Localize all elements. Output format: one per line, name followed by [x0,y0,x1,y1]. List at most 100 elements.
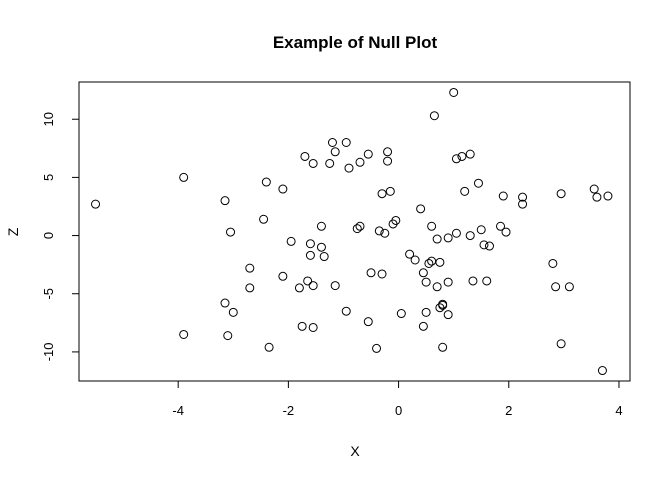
data-point [465,149,475,159]
data-point [374,226,384,236]
y-tick-label: -10 [41,343,56,362]
y-axis-label: Z [5,227,21,236]
data-point [438,300,448,310]
data-point [294,283,304,293]
data-point [432,234,442,244]
data-point [496,221,506,231]
y-tick-label: 10 [41,112,56,126]
data-point [319,252,329,262]
data-point [518,199,528,209]
data-point [344,163,354,173]
data-point [341,137,351,147]
data-point [432,282,442,292]
y-tick-label: 0 [41,232,56,239]
data-point [429,111,439,121]
data-point [355,221,365,231]
data-point [476,225,486,235]
data-point [305,239,315,249]
data-point [484,241,494,251]
data-point [589,184,599,194]
data-point [597,366,607,376]
data-point [352,224,362,234]
y-tick-label: 5 [41,174,56,181]
data-point [91,199,101,209]
data-point [223,331,233,341]
data-point [179,172,189,182]
data-point [518,192,528,202]
data-point [372,343,382,353]
data-point [556,339,566,349]
data-point [468,276,478,286]
data-point [305,250,315,260]
data-point [427,221,437,231]
data-point [473,178,483,188]
x-axis: -4 -2 0 2 4 [172,380,623,418]
data-point [220,298,230,308]
data-points [91,87,613,376]
x-tick-label: 2 [505,403,512,418]
data-point [421,277,431,287]
data-point [261,177,271,187]
chart-title: Example of Null Plot [273,33,438,52]
data-point [327,137,337,147]
data-point [316,242,326,252]
data-point [498,191,508,201]
data-point [435,257,445,267]
data-point [479,240,489,250]
data-point [482,276,492,286]
data-point [308,281,318,291]
data-point [297,321,307,331]
data-point [396,309,406,319]
data-point [418,321,428,331]
data-point [325,158,335,168]
data-point [286,236,296,246]
data-point [556,189,566,199]
data-point [363,149,373,159]
data-point [443,310,453,320]
data-point [465,231,475,241]
x-tick-label: 0 [395,403,402,418]
data-point [443,233,453,243]
data-point [424,258,434,268]
data-point [264,342,274,352]
x-tick-label: -4 [172,403,184,418]
data-point [391,215,401,225]
data-point [564,282,574,292]
x-tick-label: -2 [283,403,295,418]
data-point [405,249,415,259]
data-point [245,283,255,293]
data-point [551,282,561,292]
data-point [245,263,255,273]
data-point [377,189,387,199]
data-point [449,87,459,97]
y-tick-label: -5 [41,288,56,300]
data-point [179,329,189,339]
data-point [410,255,420,265]
data-point [592,192,602,202]
data-point [226,227,236,237]
data-point [303,276,313,286]
data-point [416,204,426,214]
data-point [380,228,390,238]
data-point [385,186,395,196]
data-point [438,342,448,352]
data-point [278,271,288,281]
data-point [341,306,351,316]
data-point [603,191,613,201]
data-point [548,258,558,268]
data-point [457,151,467,161]
data-point [220,196,230,206]
x-axis-label: X [350,443,360,459]
data-point [363,317,373,327]
data-point [418,268,428,278]
data-point [316,221,326,231]
data-point [228,307,238,317]
y-axis: -10 -5 0 5 10 [41,112,80,362]
data-point [300,151,310,161]
data-point [501,227,511,237]
data-point [460,186,470,196]
data-point [421,307,431,317]
data-point [383,156,393,166]
data-point [330,147,340,157]
